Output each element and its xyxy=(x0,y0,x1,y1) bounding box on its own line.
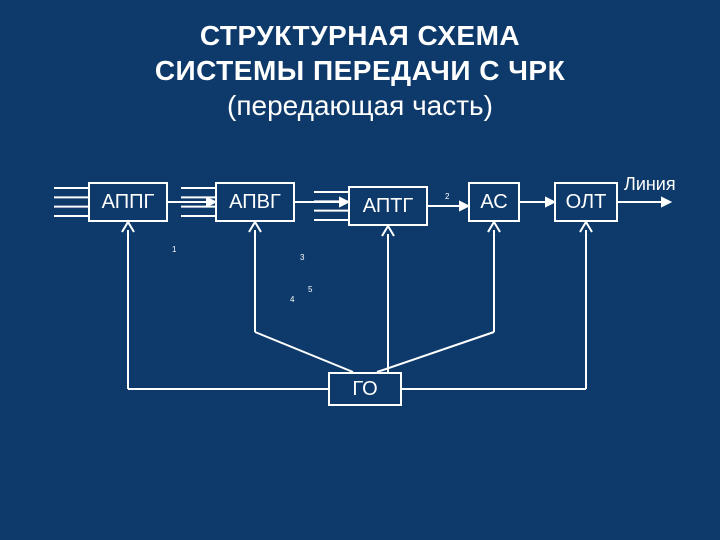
box-appg: АППГ xyxy=(88,182,168,222)
box-apvg: АПВГ xyxy=(215,182,295,222)
title-line-1: СТРУКТУРНАЯ СХЕМА xyxy=(0,18,720,53)
title-line-2: СИСТЕМЫ ПЕРЕДАЧИ С ЧРК xyxy=(0,53,720,88)
anno-n3: 3 xyxy=(300,253,304,262)
slide-title: СТРУКТУРНАЯ СХЕМА СИСТЕМЫ ПЕРЕДАЧИ С ЧРК… xyxy=(0,0,720,123)
line-label: Линия xyxy=(624,174,676,195)
anno-n2: 2 xyxy=(445,192,449,201)
anno-n1: 1 xyxy=(172,245,176,254)
box-ac: АС xyxy=(468,182,520,222)
block-diagram: АППГ АПВГ АПТГ АС ОЛТ ГО Линия 1 2 3 4 5 xyxy=(0,150,720,530)
anno-n5: 5 xyxy=(308,285,312,294)
box-olt: ОЛТ xyxy=(554,182,618,222)
box-go: ГО xyxy=(328,372,402,406)
anno-n4: 4 xyxy=(290,295,294,304)
title-line-3: (передающая часть) xyxy=(0,88,720,123)
box-aptg: АПТГ xyxy=(348,186,428,226)
